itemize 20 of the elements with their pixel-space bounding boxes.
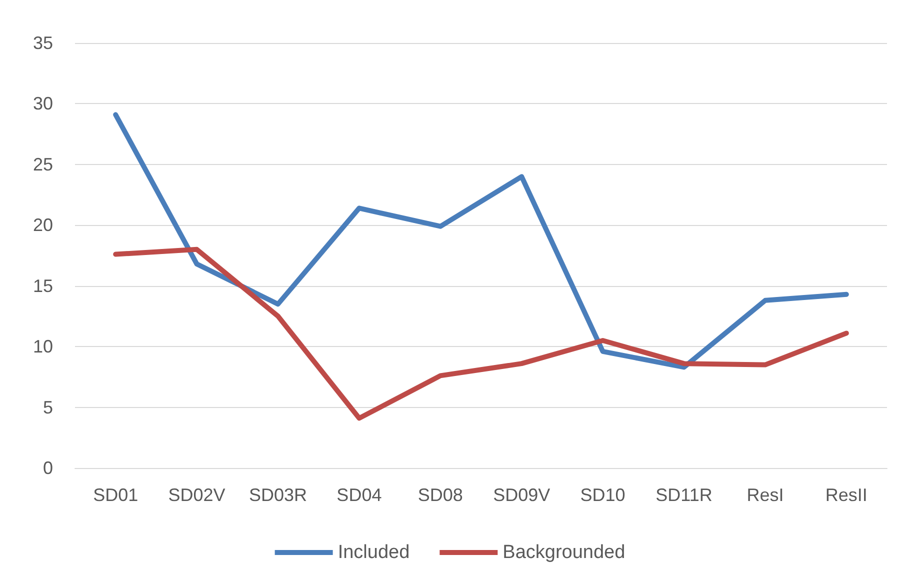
y-tick-label: 0 [42,458,53,478]
y-tick-label: 5 [42,397,53,418]
x-tick-label: SD11R [656,485,712,505]
x-tick-label: SD03R [248,485,308,505]
x-tick-label: SD02V [168,485,226,505]
x-tick-label: SD08 [418,485,463,505]
y-tick-label: 15 [32,276,53,296]
x-tick-label: SD10 [580,485,626,505]
y-tick-label: 10 [32,336,53,357]
legend-label: Backgrounded [502,542,626,563]
y-tick-label: 25 [32,154,53,174]
x-tick-label: SD04 [336,485,382,505]
x-tick-label: ResI [746,485,784,505]
x-tick-label: SD09V [493,485,550,505]
x-tick-label: ResII [825,485,868,505]
x-tick-label: SD01 [93,485,138,505]
y-tick-label: 30 [32,94,53,114]
y-tick-label: 20 [32,215,53,236]
legend-label: Included [338,542,410,563]
y-tick-label: 35 [32,33,53,53]
